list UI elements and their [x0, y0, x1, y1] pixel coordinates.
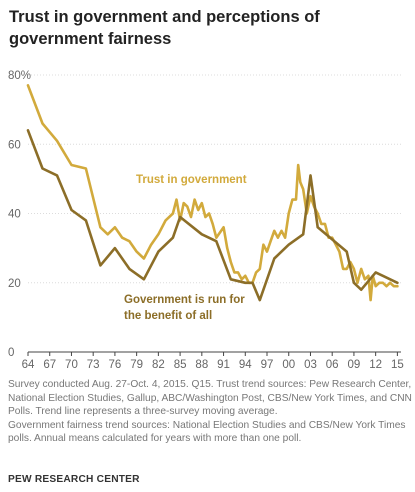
annotation-government-fairness-line2: the benefit of all: [124, 310, 212, 322]
x-tick-label-64: 64: [22, 359, 35, 371]
x-tick-label-88: 88: [195, 359, 208, 371]
gridlines: [28, 74, 401, 284]
x-tick-label-97: 97: [261, 359, 274, 371]
x-tick-label-03: 03: [304, 359, 317, 371]
series-annotations: Trust in government Government is run fo…: [124, 174, 247, 322]
y-tick-label-40: 40: [8, 209, 21, 221]
y-axis-tick-labels: 0 20 40 60 80%: [8, 70, 31, 359]
y-tick-label-60: 60: [8, 139, 21, 151]
line-chart: 0 20 40 60 80% 64 67 70 73 76 79 82 85 88 91 94 97 00 03 0…: [8, 70, 404, 371]
notes-survey-sources: Survey conducted Aug. 27-Oct. 4, 2015. Q…: [8, 379, 412, 418]
chart-title: Trust in government and perceptions of g…: [9, 8, 320, 48]
x-axis: 64 67 70 73 76 79 82 85 88 91 94 97 00 03 06 09 12 15: [22, 351, 404, 371]
x-tick-label-79: 79: [130, 359, 143, 371]
x-tick-label-94: 94: [239, 359, 252, 371]
x-tick-label-09: 09: [348, 359, 361, 371]
y-tick-label-20: 20: [8, 278, 21, 290]
x-tick-label-06: 06: [326, 359, 339, 371]
x-tick-label-00: 00: [282, 359, 295, 371]
annotation-government-fairness-line1: Government is run for: [124, 294, 245, 306]
x-tick-label-67: 67: [43, 359, 56, 371]
y-tick-label-80: 80%: [8, 70, 31, 82]
x-tick-label-70: 70: [65, 359, 78, 371]
x-tick-label-12: 12: [369, 359, 382, 371]
series-lines: [26, 84, 399, 302]
x-tick-label-91: 91: [217, 359, 230, 371]
series-line-trust-in-government: [26, 84, 399, 302]
series-line-government-fairness: [26, 129, 399, 302]
x-tick-label-15: 15: [391, 359, 404, 371]
x-tick-label-73: 73: [87, 359, 100, 371]
source-organization: PEW RESEARCH CENTER: [8, 474, 140, 485]
notes-fairness-sources: Government fairness trend sources: Natio…: [8, 419, 406, 445]
x-tick-label-76: 76: [109, 359, 122, 371]
chart-notes: Survey conducted Aug. 27-Oct. 4, 2015. Q…: [8, 378, 412, 446]
annotation-trust-in-government: Trust in government: [136, 174, 247, 186]
x-tick-label-85: 85: [174, 359, 187, 371]
y-tick-label-0: 0: [8, 347, 14, 359]
x-tick-label-82: 82: [152, 359, 165, 371]
